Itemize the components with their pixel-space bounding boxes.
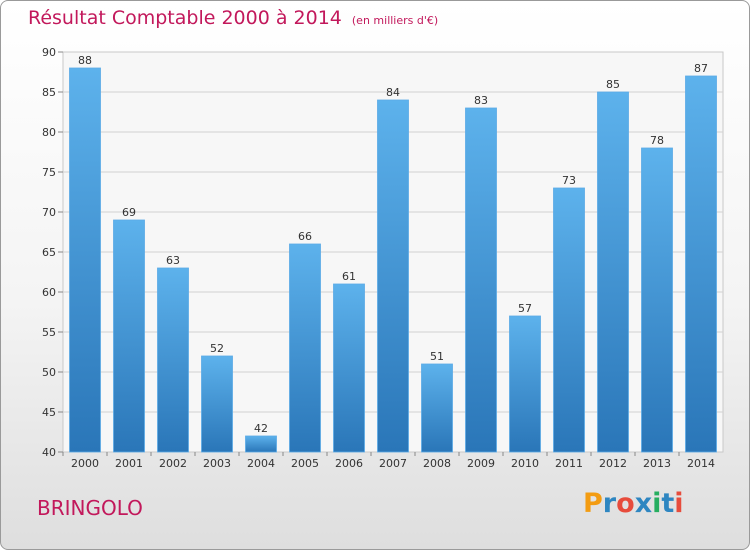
data-label: 57 xyxy=(518,302,532,315)
bar xyxy=(201,355,233,453)
data-label: 66 xyxy=(298,230,312,243)
logo-letter: o xyxy=(616,488,635,519)
logo-letter: t xyxy=(661,488,675,519)
data-label: 52 xyxy=(210,342,224,355)
bar xyxy=(245,435,277,453)
logo-letter: x xyxy=(634,488,653,519)
x-tick-label: 2003 xyxy=(203,457,231,470)
data-label: 51 xyxy=(430,350,444,363)
x-tick-label: 2004 xyxy=(247,457,275,470)
bar xyxy=(377,99,409,453)
data-label: 73 xyxy=(562,174,576,187)
y-tick-label: 65 xyxy=(42,246,56,259)
y-tick-label: 80 xyxy=(42,126,56,139)
y-axis-ticks: 40 45 50 55 60 65 70 75 80 85 90 xyxy=(42,46,63,459)
y-tick-label: 75 xyxy=(42,166,56,179)
y-tick-label: 45 xyxy=(42,406,56,419)
x-tick-label: 2012 xyxy=(599,457,627,470)
logo-letter: i xyxy=(674,488,684,519)
y-tick-label: 90 xyxy=(42,46,56,59)
x-tick-label: 2007 xyxy=(379,457,407,470)
bar xyxy=(509,315,541,453)
y-tick-label: 85 xyxy=(42,86,56,99)
bar xyxy=(69,67,101,453)
bar xyxy=(553,187,585,453)
place-name: BRINGOLO xyxy=(37,496,143,520)
y-tick-label: 50 xyxy=(42,366,56,379)
x-axis-ticks: 2000 2001 2002 2003 2004 2005 2006 2007 2008 2009… xyxy=(62,452,715,470)
chart-subtitle: (en milliers d'€) xyxy=(351,14,439,27)
bars: 88 69 63 52 42 66 61 84 51 83 57 73 85 78 87 xyxy=(69,54,717,453)
logo-letter: i xyxy=(652,488,662,519)
data-label: 87 xyxy=(694,62,708,75)
data-label: 78 xyxy=(650,134,664,147)
bar xyxy=(289,243,321,453)
logo-letter: P xyxy=(583,488,603,519)
data-label: 88 xyxy=(78,54,92,67)
x-tick-label: 2000 xyxy=(71,457,99,470)
chart-title: Résultat Comptable 2000 à 2014 xyxy=(28,7,342,29)
x-tick-label: 2013 xyxy=(643,457,671,470)
data-label: 85 xyxy=(606,78,620,91)
x-tick-label: 2002 xyxy=(159,457,187,470)
x-tick-label: 2001 xyxy=(115,457,143,470)
chart-title-row: Résultat Comptable 2000 à 2014 (en milli… xyxy=(28,7,438,29)
data-label: 69 xyxy=(122,206,136,219)
bar xyxy=(685,75,717,453)
proxiti-logo: Proxiti xyxy=(583,488,684,519)
data-label: 84 xyxy=(386,86,400,99)
x-tick-label: 2014 xyxy=(687,457,715,470)
bar xyxy=(421,363,453,453)
data-label: 63 xyxy=(166,254,180,267)
x-tick-label: 2008 xyxy=(423,457,451,470)
bar xyxy=(333,283,365,453)
y-tick-label: 70 xyxy=(42,206,56,219)
y-tick-label: 40 xyxy=(42,446,56,459)
x-tick-label: 2010 xyxy=(511,457,539,470)
x-tick-label: 2005 xyxy=(291,457,319,470)
y-tick-label: 55 xyxy=(42,326,56,339)
x-tick-label: 2011 xyxy=(555,457,583,470)
data-label: 83 xyxy=(474,94,488,107)
bar xyxy=(597,91,629,453)
bar xyxy=(113,219,145,453)
bar xyxy=(641,147,673,453)
data-label: 42 xyxy=(254,422,268,435)
bar xyxy=(465,107,497,453)
bar xyxy=(157,267,189,453)
y-tick-label: 60 xyxy=(42,286,56,299)
x-tick-label: 2009 xyxy=(467,457,495,470)
x-tick-label: 2006 xyxy=(335,457,363,470)
logo-letter: r xyxy=(602,488,617,519)
data-label: 61 xyxy=(342,270,356,283)
